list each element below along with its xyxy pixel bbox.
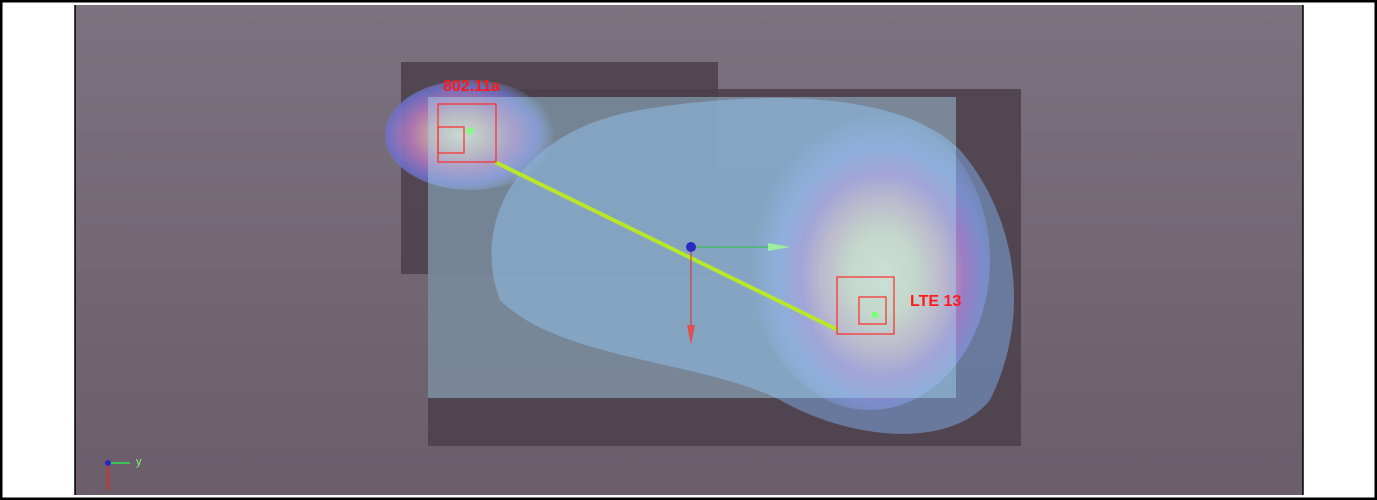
- gizmo-origin[interactable]: [686, 242, 696, 252]
- axis-label-y: y: [136, 456, 142, 468]
- gizmo-z[interactable]: [687, 325, 695, 345]
- heatmap-wifi: [385, 80, 555, 190]
- receiver-box[interactable]: [836, 276, 895, 335]
- gizmo-y[interactable]: [768, 243, 790, 251]
- link-line: [494, 160, 839, 332]
- transmitter-label: 802.11a: [443, 78, 500, 95]
- heatmap-lte: [750, 110, 990, 410]
- receiver-label: LTE 13: [910, 293, 961, 310]
